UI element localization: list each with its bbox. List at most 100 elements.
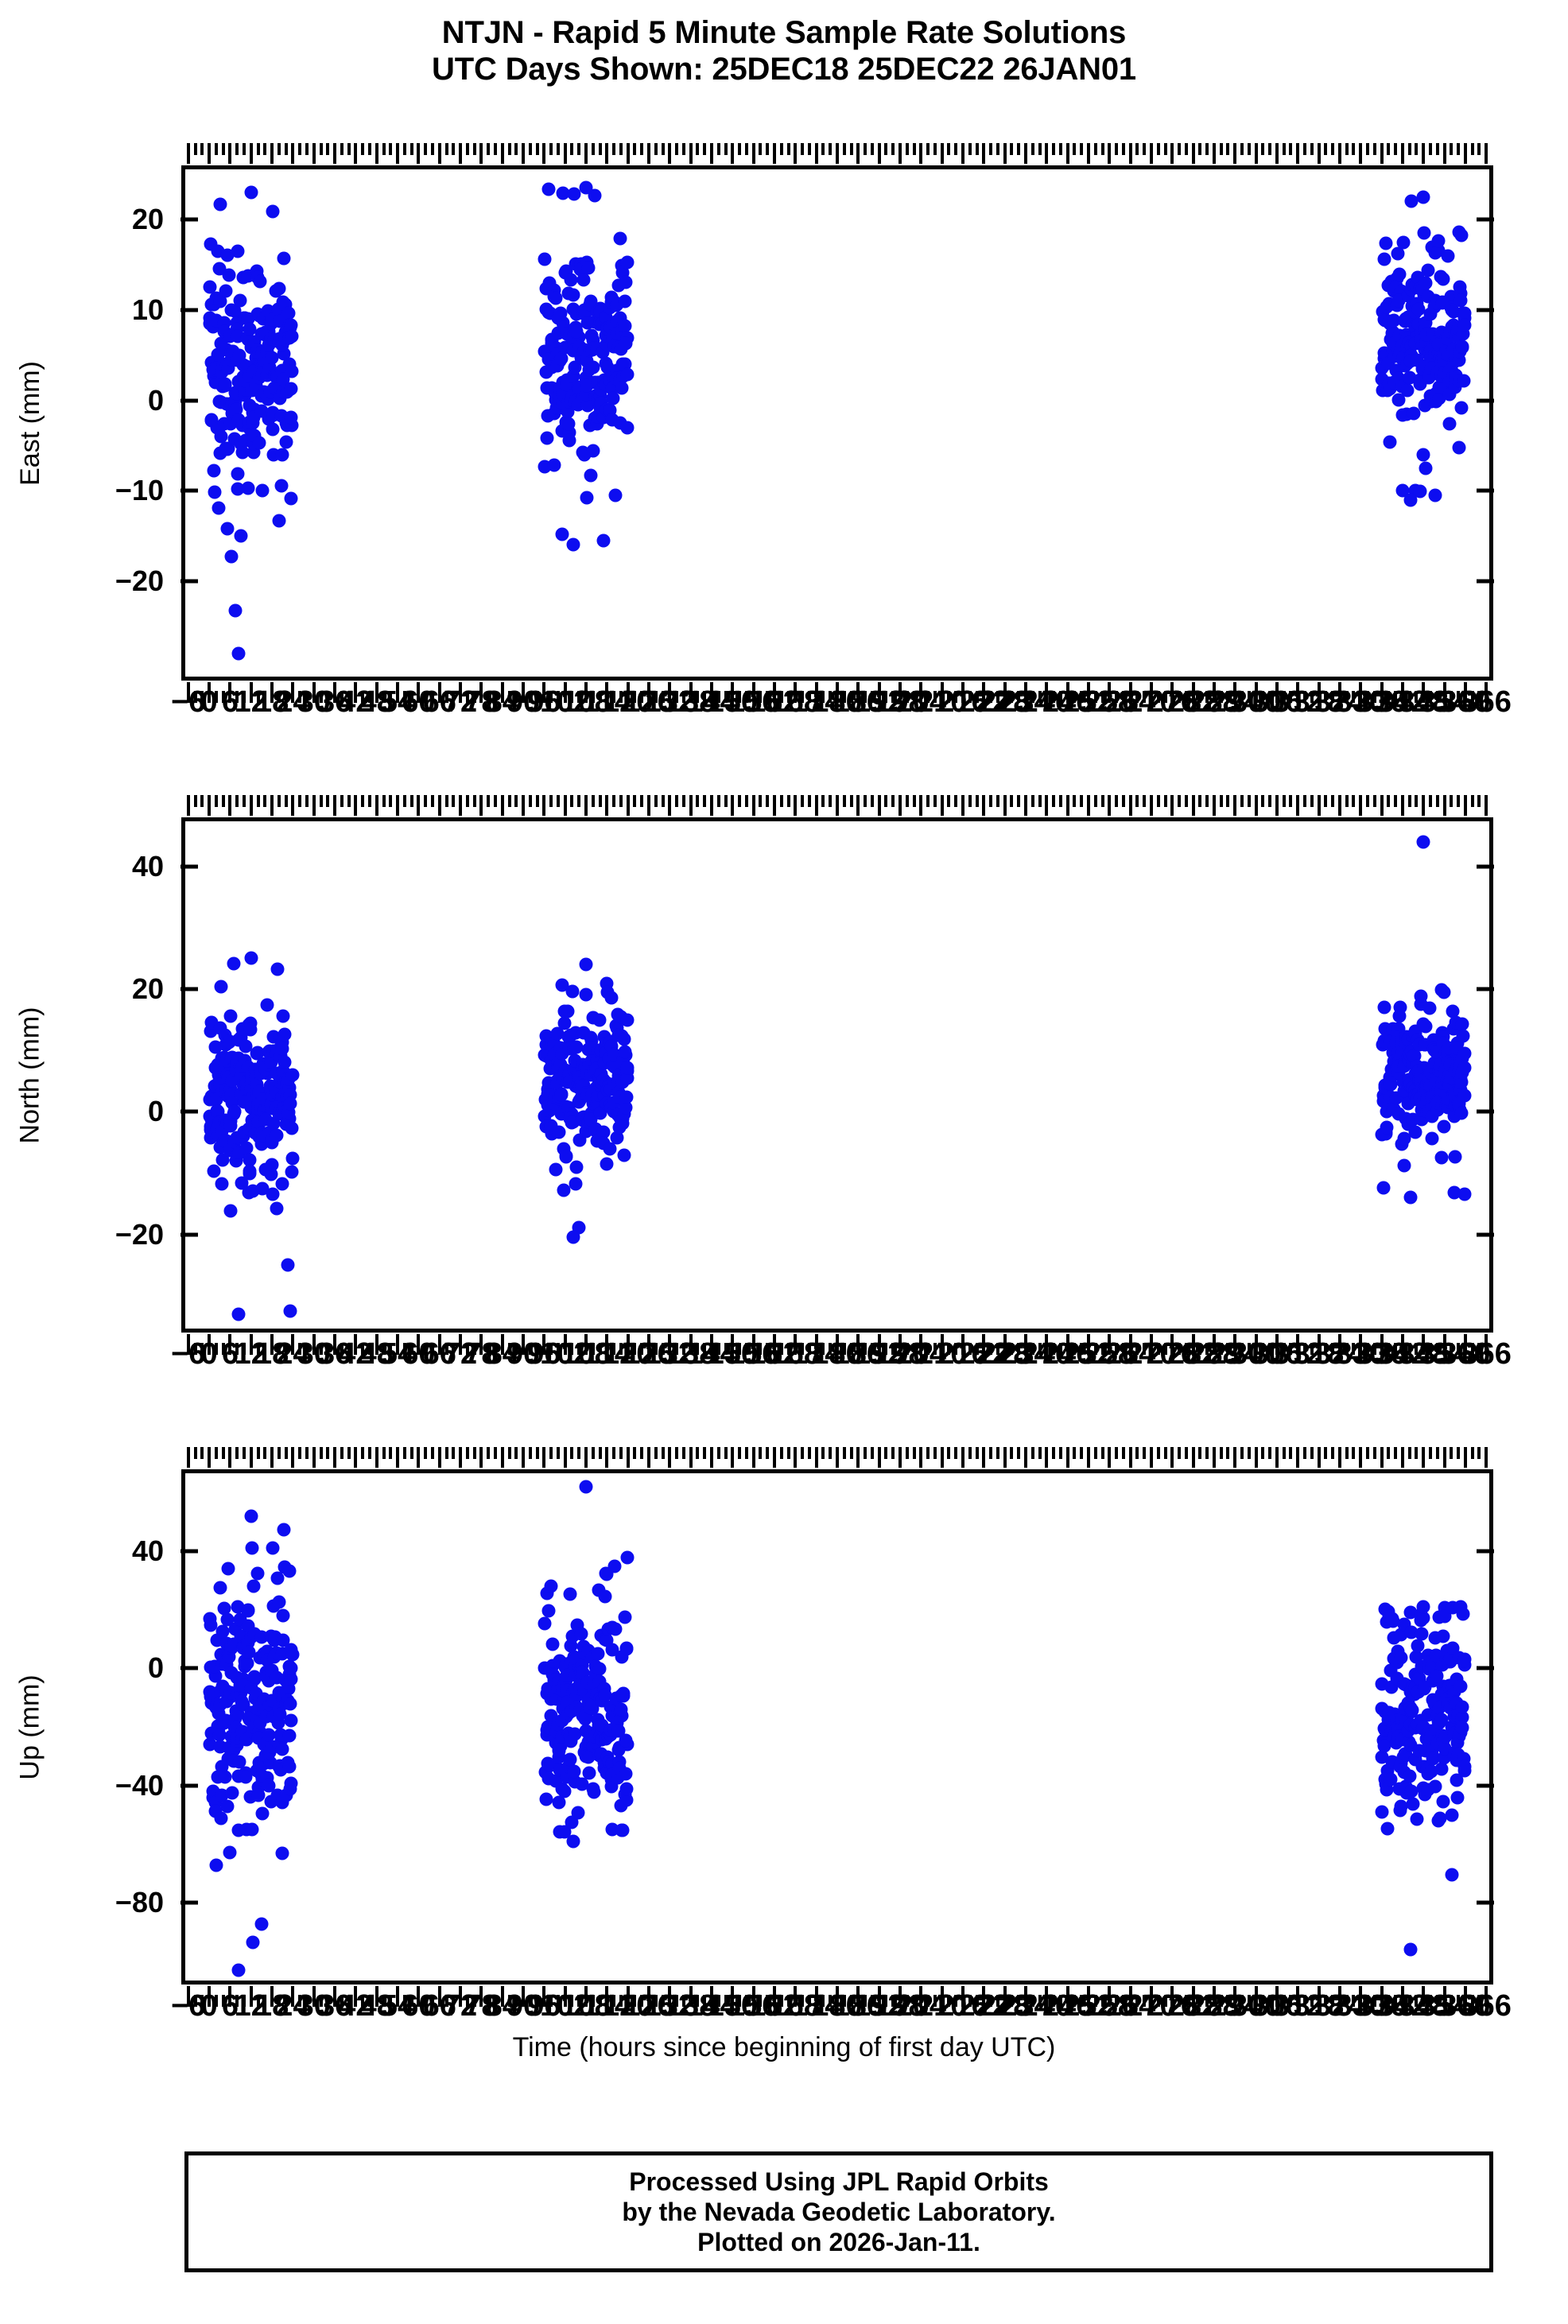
data-point xyxy=(1422,1001,1437,1015)
data-point xyxy=(231,244,245,258)
xtick-minor xyxy=(1470,691,1474,703)
xtick-major xyxy=(751,682,755,703)
data-point xyxy=(276,1009,290,1023)
xtick-major xyxy=(1275,795,1279,816)
xtick-major xyxy=(1317,682,1321,703)
xtick-minor xyxy=(193,691,197,703)
xtick-major xyxy=(982,682,986,703)
data-point xyxy=(275,1177,289,1191)
xtick-major xyxy=(1380,795,1384,816)
data-point xyxy=(231,467,245,481)
xtick-minor xyxy=(1121,691,1125,703)
data-point xyxy=(619,1090,634,1104)
data-point xyxy=(579,987,593,1002)
xtick-minor xyxy=(1219,691,1223,703)
xtick-minor xyxy=(361,143,365,155)
xtick-minor xyxy=(1282,1447,1286,1459)
xtick-minor xyxy=(905,1447,909,1459)
xtick-major xyxy=(856,682,860,703)
xtick-minor xyxy=(744,1447,748,1459)
data-point xyxy=(619,275,632,289)
xtick-minor xyxy=(1143,143,1147,155)
xtick-minor xyxy=(1387,795,1391,807)
xtick-major xyxy=(856,795,860,816)
xtick-minor xyxy=(926,143,930,155)
data-point xyxy=(1379,236,1393,250)
xtick-minor xyxy=(724,795,728,807)
xtick-minor xyxy=(738,1447,742,1459)
data-point xyxy=(208,485,222,499)
data-point xyxy=(227,956,241,971)
xtick-minor xyxy=(361,1447,365,1459)
data-point xyxy=(222,268,236,282)
xtick-major xyxy=(814,1447,818,1468)
xtick-major xyxy=(563,1447,567,1468)
xtick-minor xyxy=(221,795,225,807)
xtick-minor xyxy=(1135,1447,1139,1459)
data-point xyxy=(284,1776,298,1791)
xtick-major xyxy=(877,143,881,164)
footer-line-1: Processed Using JPL Rapid Orbits xyxy=(629,2167,1049,2196)
xtick-minor xyxy=(1198,143,1202,155)
xtick-minor xyxy=(1017,691,1021,703)
xtick-minor xyxy=(1017,1447,1021,1459)
ytick-mark-right xyxy=(1477,398,1494,403)
xtick-major xyxy=(668,795,672,816)
data-point xyxy=(245,1822,259,1837)
xtick-minor xyxy=(1394,143,1398,155)
xtick-major xyxy=(312,682,316,703)
data-point xyxy=(276,1608,290,1623)
data-point xyxy=(1450,1791,1465,1805)
xtick-minor xyxy=(1247,795,1251,807)
xtick-minor xyxy=(891,691,895,703)
xtick-minor xyxy=(716,143,720,155)
xtick-major xyxy=(1400,795,1404,816)
xtick-minor xyxy=(1429,1447,1432,1459)
xtick-minor xyxy=(409,143,413,155)
xtick-minor xyxy=(905,691,909,703)
xtick-minor xyxy=(1457,143,1461,155)
xtick-minor xyxy=(1261,691,1265,703)
xtick-major xyxy=(689,795,693,816)
data-point xyxy=(538,1616,552,1631)
xtick-minor xyxy=(633,1447,637,1459)
data-point xyxy=(1457,374,1471,388)
xtick-minor xyxy=(1205,143,1209,155)
data-point xyxy=(620,367,635,382)
data-point xyxy=(277,251,291,266)
xtick-major xyxy=(689,1447,693,1468)
xtick-major xyxy=(982,795,986,816)
xtick-minor xyxy=(1310,795,1314,807)
xtick-minor xyxy=(1247,691,1251,703)
xtick-major xyxy=(563,143,567,164)
xtick-minor xyxy=(1289,1447,1293,1459)
data-point xyxy=(1452,440,1466,455)
xtick-minor xyxy=(1219,143,1223,155)
data-point xyxy=(284,1713,298,1728)
data-point xyxy=(281,1258,295,1272)
xtick-major xyxy=(1023,143,1027,164)
xtick-label: 366 xyxy=(1461,1337,1512,1371)
data-point xyxy=(272,281,286,296)
xtick-minor xyxy=(724,691,728,703)
data-point xyxy=(223,1204,237,1217)
data-point xyxy=(614,1702,628,1717)
ytick-label: 10 xyxy=(131,293,164,326)
xtick-minor xyxy=(367,143,371,155)
data-point xyxy=(266,1187,280,1201)
xtick-minor xyxy=(1226,691,1230,703)
xtick-major xyxy=(1337,682,1341,703)
xtick-labels-up: −6 0 6 12 18 24 30 36 42 48 54 60 66 72 78 84 90 96 102 108… xyxy=(171,1989,1512,2027)
data-point-extreme xyxy=(1416,835,1430,849)
xtick-label: 0 xyxy=(200,1337,218,1371)
data-point xyxy=(251,1788,266,1802)
xtick-minor xyxy=(675,795,679,807)
xtick-minor xyxy=(1303,795,1307,807)
xtick-minor xyxy=(1457,1447,1461,1459)
ytick-mark xyxy=(180,308,198,312)
xtick-minor xyxy=(821,691,825,703)
xtick-major xyxy=(396,143,400,164)
xtick-minor xyxy=(612,1447,616,1459)
data-point xyxy=(1457,1759,1472,1774)
ytick-mark-right xyxy=(1477,1900,1494,1905)
